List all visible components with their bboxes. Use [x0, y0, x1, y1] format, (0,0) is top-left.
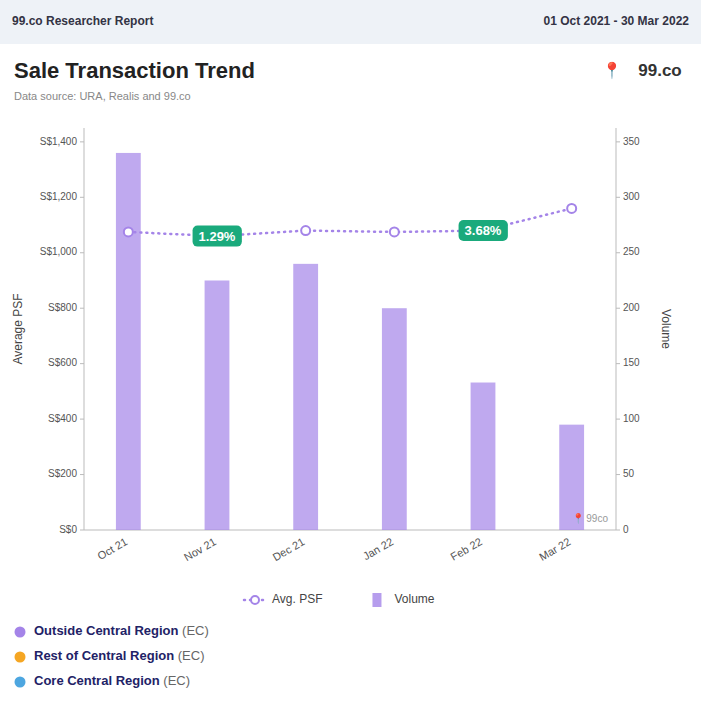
marks	[116, 153, 584, 530]
annotations: 1.29% 3.68%	[193, 220, 508, 247]
y2-tick-label: 250	[623, 246, 640, 257]
x-tick-label: Oct 21	[95, 535, 129, 562]
region-item: Outside Central Region (EC)	[15, 623, 209, 638]
line-marker	[301, 226, 310, 235]
region-marker	[15, 652, 26, 663]
region-suffix: (EC)	[178, 623, 208, 638]
y-tick-label: S$1,200	[40, 191, 78, 202]
bar	[116, 153, 141, 530]
region-label: Outside Central Region (EC)	[34, 623, 209, 638]
region-label: Rest of Central Region (EC)	[34, 648, 204, 663]
legend-item: Volume	[372, 592, 434, 607]
x-tick-label: Jan 22	[361, 535, 396, 562]
line-marker	[124, 227, 133, 236]
y-axis-label: Average PSF	[11, 293, 25, 364]
header-right: 01 Oct 2021 - 30 Mar 2022	[544, 14, 690, 28]
y-tick	[80, 530, 84, 531]
bar	[205, 280, 230, 530]
watermark: 📍 99co	[572, 512, 609, 525]
bar	[293, 264, 318, 530]
y-tick-label: S$600	[48, 357, 77, 368]
x-tick-label: Feb 22	[448, 535, 484, 563]
y2-tick-label: 50	[623, 468, 635, 479]
legend-symbol	[251, 596, 259, 604]
line-marker	[390, 227, 399, 236]
logo: 99.co	[638, 61, 681, 80]
region-suffix: (EC)	[174, 648, 204, 663]
axes: S$0 S$200 S$400 S$600 S$800 S$1,000 S$1,200 S$1…	[11, 128, 673, 563]
y2-tick-label: 350	[623, 136, 640, 147]
y2-tick	[616, 252, 620, 253]
y2-tick-label: 150	[623, 357, 640, 368]
y2-tick	[616, 141, 620, 142]
y2-axis-line	[616, 128, 617, 530]
annotation-box	[459, 220, 508, 241]
y-tick	[80, 308, 84, 309]
y2-tick	[616, 363, 620, 364]
chart: 99.co Researcher Report 01 Oct 2021 - 30 …	[0, 0, 701, 719]
header-left: 99.co Researcher Report	[12, 14, 153, 28]
title: Sale Transaction Trend	[14, 58, 255, 83]
y-tick-label: S$1,000	[40, 246, 78, 257]
annotation: 3.68%	[459, 220, 508, 241]
legend-item: Avg. PSF	[244, 592, 322, 606]
y-tick-label: S$200	[48, 468, 77, 479]
x-tick-label: Dec 21	[270, 535, 306, 563]
y-tick	[80, 252, 84, 253]
y-tick	[80, 141, 84, 142]
y-tick-label: S$1,400	[40, 136, 78, 147]
y2-tick	[616, 197, 620, 198]
header-bar	[0, 0, 701, 44]
y2-tick-label: 100	[623, 413, 640, 424]
y-tick	[80, 197, 84, 198]
bar	[471, 383, 496, 530]
x-tick-label: Nov 21	[182, 535, 218, 563]
region-name: Core Central Region	[34, 673, 160, 688]
y-tick	[80, 419, 84, 420]
region-label: Core Central Region (EC)	[34, 673, 190, 688]
x-tick-label: Mar 22	[537, 535, 573, 563]
region-marker	[15, 627, 26, 638]
y-tick-label: S$0	[59, 524, 77, 535]
region-name: Rest of Central Region	[34, 648, 174, 663]
annotation-text: 1.29%	[199, 229, 236, 244]
background	[0, 0, 701, 719]
subtitle: Data source: URA, Realis and 99.co	[14, 90, 191, 102]
line-marker	[567, 204, 576, 213]
legend-label: Avg. PSF	[272, 592, 322, 606]
y-tick	[80, 363, 84, 364]
x-axis-line	[84, 530, 616, 531]
region-item: Core Central Region (EC)	[15, 673, 191, 688]
region-legend: Outside Central Region (EC)Rest of Centr…	[15, 623, 209, 688]
y2-tick-label: 0	[623, 524, 629, 535]
bar	[382, 308, 407, 530]
y2-axis-label: Volume	[659, 309, 673, 349]
region-marker	[15, 677, 26, 688]
legend-label: Volume	[394, 592, 434, 606]
region-item: Rest of Central Region (EC)	[15, 648, 205, 663]
legend-symbol	[372, 593, 381, 607]
y2-tick-label: 300	[623, 191, 640, 202]
y-tick	[80, 474, 84, 475]
y2-tick	[616, 474, 620, 475]
annotation-box	[193, 226, 242, 247]
legend: Avg. PSF Volume	[244, 592, 435, 607]
y-tick-label: S$400	[48, 413, 77, 424]
y2-tick	[616, 419, 620, 420]
y2-tick	[616, 308, 620, 309]
logo-icon: 📍	[602, 61, 622, 80]
annotation: 1.29%	[193, 226, 242, 247]
y-axis-line	[84, 128, 85, 530]
y2-tick-label: 200	[623, 302, 640, 313]
region-name: Outside Central Region	[34, 623, 179, 638]
y-tick-label: S$800	[48, 302, 77, 313]
region-suffix: (EC)	[160, 673, 190, 688]
y2-tick	[616, 530, 620, 531]
annotation-text: 3.68%	[465, 223, 502, 238]
